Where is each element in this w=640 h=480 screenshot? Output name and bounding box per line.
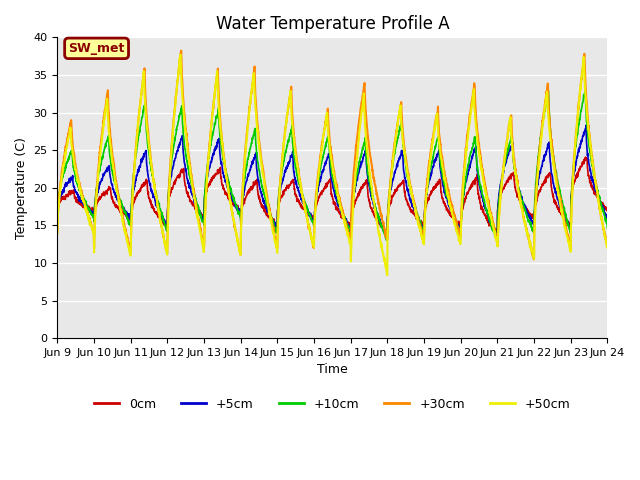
Text: SW_met: SW_met	[68, 42, 125, 55]
Y-axis label: Temperature (C): Temperature (C)	[15, 137, 28, 239]
Title: Water Temperature Profile A: Water Temperature Profile A	[216, 15, 449, 33]
X-axis label: Time: Time	[317, 363, 348, 376]
Legend: 0cm, +5cm, +10cm, +30cm, +50cm: 0cm, +5cm, +10cm, +30cm, +50cm	[89, 393, 576, 416]
